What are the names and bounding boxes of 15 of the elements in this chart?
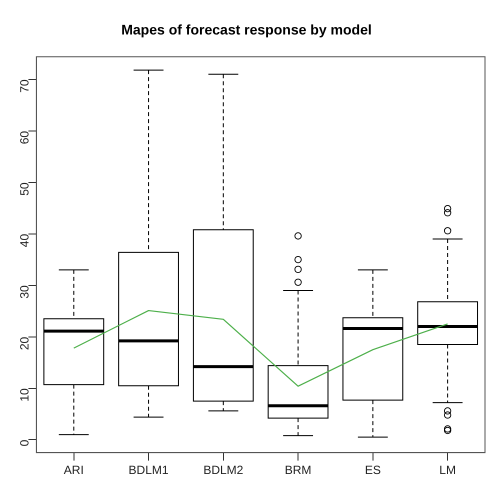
y-tick-label: 40 xyxy=(18,234,32,248)
y-tick-label: 60 xyxy=(18,130,32,144)
x-tick-label: LM xyxy=(439,463,456,478)
y-tick-label: 50 xyxy=(18,182,32,196)
y-tick-label: 10 xyxy=(18,388,32,402)
x-tick-label: BDLM2 xyxy=(203,463,244,478)
x-tick-label: ES xyxy=(364,463,381,478)
x-tick-label: BRM xyxy=(284,463,312,478)
x-tick-label: BDLM1 xyxy=(128,463,169,478)
y-tick-label: 30 xyxy=(18,285,32,299)
x-tick-label: ARI xyxy=(64,463,84,478)
y-tick-label: 70 xyxy=(18,79,32,93)
y-tick-label: 20 xyxy=(18,336,32,350)
chart-title: Mapes of forecast response by model xyxy=(121,21,372,38)
y-tick-label: 0 xyxy=(18,439,32,446)
